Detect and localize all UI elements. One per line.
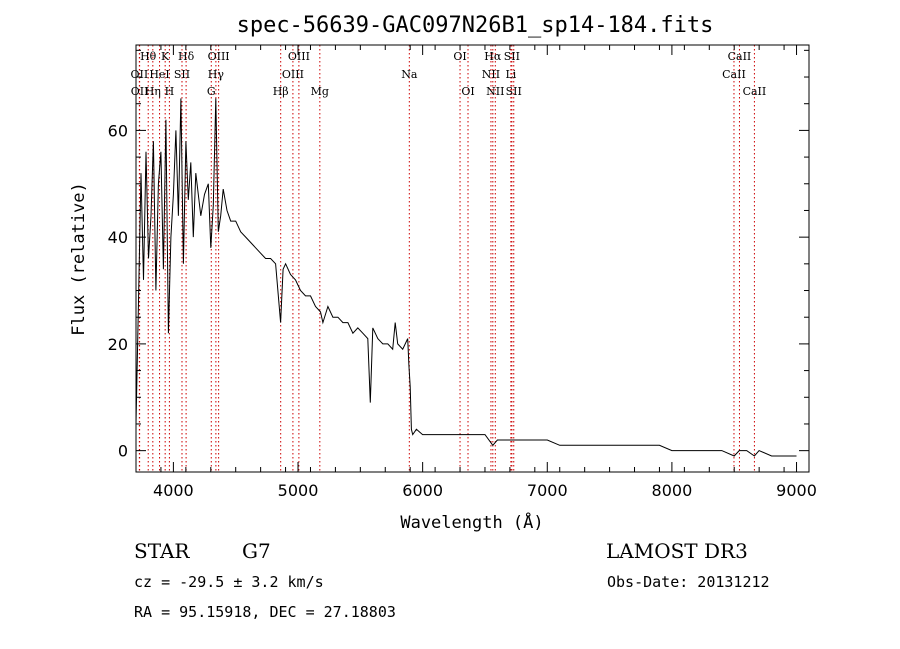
line-marker-label: Mg [311, 85, 329, 98]
redshift-readout: cz = -29.5 ± 3.2 km/s [134, 573, 324, 591]
object-class: STAR [134, 539, 190, 563]
line-marker-label: OI [453, 50, 466, 63]
line-marker-labels: Hθ OII OII K HeI Hη SII H Hδ OIII Hγ G Hβ OIII OIII Mg N… [131, 50, 767, 98]
coordinates: RA = 95.15918, DEC = 27.18803 [134, 603, 396, 621]
line-marker-label: OIII [282, 68, 304, 81]
x-tick-label: 5000 [278, 481, 319, 500]
line-marker-label: SII [174, 68, 190, 81]
x-tick-label: 9000 [776, 481, 817, 500]
spectrum-line [135, 98, 797, 457]
x-tick-label: 4000 [153, 481, 194, 500]
line-marker-label: Hθ [140, 50, 157, 63]
line-marker-label: K [161, 50, 170, 63]
line-marker-label: Li [505, 68, 516, 81]
line-marker-label: OIII [208, 50, 230, 63]
line-marker-label: CaII [728, 50, 752, 63]
line-markers [138, 45, 755, 472]
chart-title: spec-56639-GAC097N26B1_sp14-184.fits [237, 13, 714, 38]
x-axis-label: Wavelength (Å) [400, 511, 543, 533]
line-marker-label: OI [461, 85, 474, 98]
x-tick-label: 8000 [652, 481, 693, 500]
line-marker-label: CaII [722, 68, 746, 81]
line-marker-label: CaII [743, 85, 767, 98]
x-tick-label: 7000 [527, 481, 568, 500]
line-marker-label: HeI [149, 68, 169, 81]
line-marker-label: Hγ [208, 68, 225, 81]
x-tick-label: 6000 [402, 481, 443, 500]
y-tick-label: 0 [118, 442, 128, 461]
line-marker-label: Hδ [178, 50, 195, 63]
line-marker-label: Na [401, 68, 418, 81]
y-axis-label: Flux (relative) [69, 182, 89, 336]
line-marker-label: SII [504, 50, 520, 63]
y-tick-label: 20 [108, 335, 128, 354]
line-marker-label: OII [131, 68, 149, 81]
plot-frame [135, 44, 810, 473]
line-marker-label: SII [506, 85, 522, 98]
line-marker-label: OIII [288, 50, 310, 63]
line-marker-label: H [165, 85, 175, 98]
line-marker-label: Hβ [273, 85, 289, 98]
object-subclass: G7 [242, 539, 271, 563]
line-marker-label: NII [482, 68, 500, 81]
y-tick-label: 60 [108, 121, 128, 140]
y-tick-label: 40 [108, 228, 128, 247]
line-marker-label: NII [486, 85, 504, 98]
data-release: LAMOST DR3 [606, 539, 748, 563]
axis-ticks: 4000 5000 6000 7000 8000 9000 0 20 40 60 [108, 45, 817, 500]
line-marker-label: Hα [484, 50, 502, 63]
line-marker-label: Hη [145, 85, 161, 98]
obs-date: Obs-Date: 20131212 [607, 573, 770, 591]
line-marker-label: OII [131, 85, 149, 98]
line-marker-label: G [207, 85, 216, 98]
